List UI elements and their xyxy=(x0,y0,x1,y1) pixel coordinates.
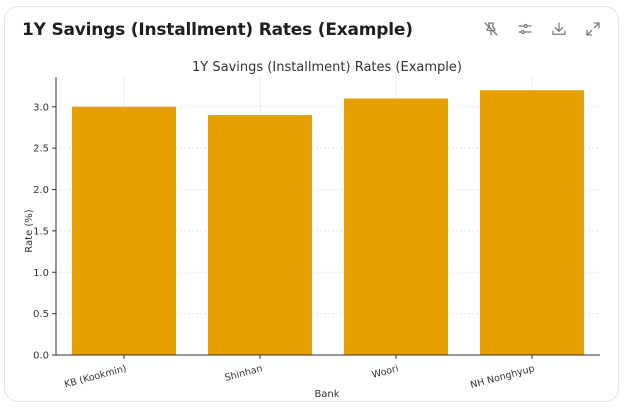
bar-woori[interactable] xyxy=(344,98,448,355)
filter-settings-icon xyxy=(516,20,534,42)
adjust-button[interactable] xyxy=(514,20,536,42)
chart-toolbar xyxy=(480,20,604,42)
expand-icon xyxy=(584,20,602,42)
download-button[interactable] xyxy=(548,20,570,42)
bar-nh-nonghyup[interactable] xyxy=(480,90,584,355)
bar-kb-kookmin[interactable] xyxy=(72,106,176,356)
unpin-button[interactable] xyxy=(480,20,502,42)
bar-shinhan[interactable] xyxy=(208,115,312,355)
card-title: 1Y Savings (Installment) Rates (Example) xyxy=(22,20,413,40)
expand-button[interactable] xyxy=(582,20,604,42)
bars-group xyxy=(72,90,584,356)
download-icon xyxy=(550,20,568,42)
unpin-icon xyxy=(482,20,500,42)
